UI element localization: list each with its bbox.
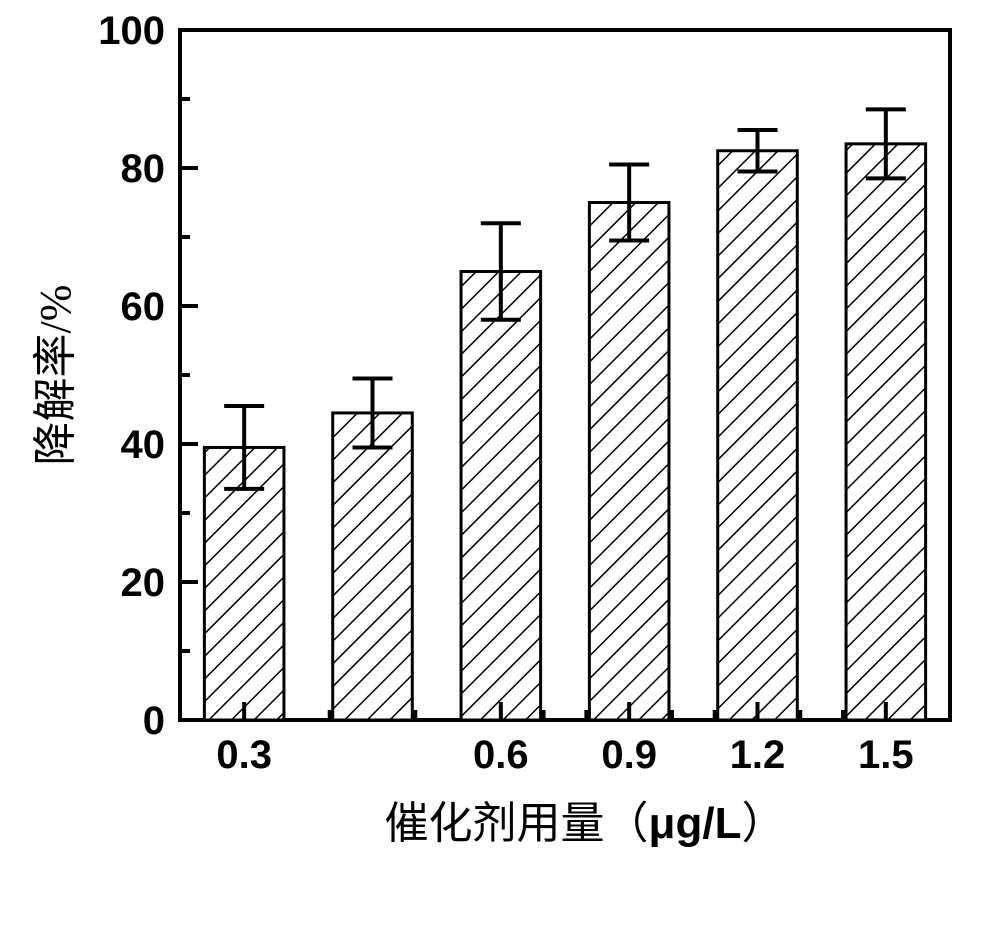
bar [461,272,541,721]
bar [333,413,413,720]
x-tick-label: 0.9 [601,733,657,777]
y-tick-label: 80 [121,147,166,191]
y-tick-label: 60 [121,285,166,329]
x-tick-label: 0.3 [216,733,272,777]
y-tick-label: 100 [98,9,165,53]
chart-svg: 0 20 40 60 80 100 0.3 0.6 0.9 1.2 1.5 降解率/% 催化剂用量（μg… [0,0,1000,941]
y-tick-label: 40 [121,423,166,467]
x-tick-label: 1.5 [858,733,914,777]
y-axis-label: 降解率/% [31,285,80,466]
bar [718,151,798,720]
x-axis-label: 催化剂用量（μg/L） [385,799,786,848]
y-tick-label: 20 [121,561,166,605]
bar [589,203,669,721]
x-tick-label: 0.6 [473,733,529,777]
y-tick-label: 0 [143,699,165,743]
x-tick-label: 1.2 [730,733,786,777]
bar-chart-container: { "chart": { "type": "bar", "width": 100… [0,0,1000,941]
bar [846,144,926,720]
